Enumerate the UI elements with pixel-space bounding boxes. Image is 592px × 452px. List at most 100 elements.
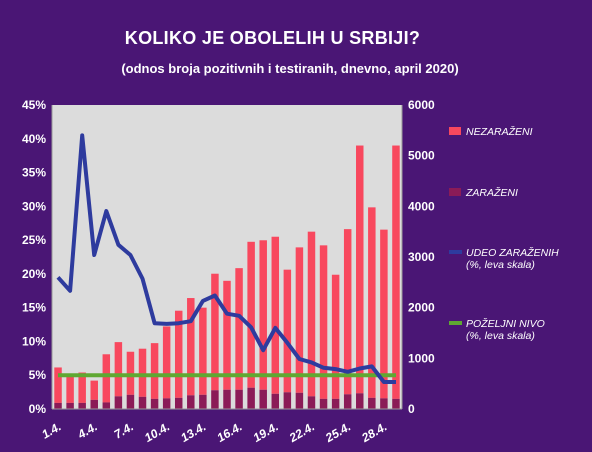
bar-nezarazeni bbox=[295, 247, 304, 393]
bar-zarazeni bbox=[150, 398, 159, 409]
bar-nezarazeni bbox=[247, 241, 255, 388]
bar-zarazeni bbox=[259, 389, 267, 409]
bar-zarazeni bbox=[211, 390, 219, 409]
y-left-tick-label: 5% bbox=[29, 368, 47, 382]
bar-nezarazeni bbox=[211, 273, 219, 391]
x-tick-label: 16.4. bbox=[214, 419, 244, 444]
x-tick-label: 28.4. bbox=[358, 419, 389, 445]
y-left-tick-label: 30% bbox=[22, 199, 46, 213]
bar-nezarazeni bbox=[259, 240, 267, 390]
y-right-tick-label: 1000 bbox=[408, 351, 435, 365]
legend-nezarazeni-label: NEZARAŽENI bbox=[466, 125, 533, 138]
bar-zarazeni bbox=[78, 402, 86, 409]
bar-zarazeni bbox=[90, 399, 98, 409]
bar-nezarazeni bbox=[283, 269, 292, 393]
bar-nezarazeni bbox=[162, 326, 171, 399]
bar-zarazeni bbox=[138, 396, 147, 409]
bar-zarazeni bbox=[295, 392, 304, 409]
bar-nezarazeni bbox=[356, 145, 364, 394]
bar-zarazeni bbox=[331, 398, 340, 409]
line-udeo-zarazenih bbox=[56, 133, 396, 384]
x-tick-label: 25.4. bbox=[322, 419, 353, 445]
x-tick-label: 7.4. bbox=[112, 419, 136, 441]
bar-zarazeni bbox=[380, 398, 388, 409]
line-layer bbox=[56, 133, 396, 384]
bar-nezarazeni bbox=[54, 367, 62, 403]
bar-nezarazeni bbox=[66, 376, 74, 403]
y-left-tick-label: 20% bbox=[22, 267, 46, 281]
bar-zarazeni bbox=[174, 397, 183, 409]
bar-zarazeni bbox=[162, 398, 171, 409]
bar-nezarazeni bbox=[78, 372, 86, 403]
legend-zarazeni-label: ZARAŽENI bbox=[465, 186, 518, 199]
bar-nezarazeni bbox=[380, 229, 388, 399]
x-tick-label: 10.4. bbox=[142, 419, 172, 444]
bar-zarazeni bbox=[102, 402, 111, 409]
legend-zarazeni-swatch bbox=[449, 188, 461, 196]
bar-nezarazeni bbox=[174, 310, 183, 398]
x-tick-label: 1.4. bbox=[39, 419, 63, 441]
bar-zarazeni bbox=[343, 394, 352, 409]
bar-nezarazeni bbox=[307, 231, 316, 397]
chart-title: KOLIKO JE OBOLELIH U SRBIJI? bbox=[124, 28, 421, 48]
bars-zarazeni bbox=[54, 387, 400, 409]
y-left-tick-label: 10% bbox=[22, 334, 46, 348]
legend-pozeljni-nivo-label: (%, leva skala) bbox=[466, 330, 535, 342]
bars-nezarazeni bbox=[54, 145, 400, 403]
y-right-tick-label: 4000 bbox=[408, 199, 435, 213]
bar-nezarazeni bbox=[271, 236, 280, 394]
bar-zarazeni bbox=[356, 393, 364, 409]
legend-udeo-zarazenih-label: UDEO ZARAŽENIH bbox=[466, 246, 559, 259]
y-left-tick-label: 45% bbox=[22, 98, 46, 112]
bar-nezarazeni bbox=[114, 342, 123, 397]
bar-zarazeni bbox=[392, 398, 400, 409]
bar-zarazeni bbox=[199, 394, 207, 409]
x-tick-label: 22.4. bbox=[286, 419, 317, 445]
y-right-tick-label: 2000 bbox=[408, 301, 435, 315]
bar-nezarazeni bbox=[343, 229, 352, 395]
bar-zarazeni bbox=[235, 389, 243, 409]
y-left-tick-label: 35% bbox=[22, 166, 46, 180]
bar-nezarazeni bbox=[235, 268, 243, 390]
bar-nezarazeni bbox=[319, 245, 328, 399]
bar-nezarazeni bbox=[331, 274, 340, 399]
bar-nezarazeni bbox=[187, 298, 195, 396]
y-right-tick-label: 6000 bbox=[408, 98, 435, 112]
y-right-tick-label: 3000 bbox=[408, 250, 435, 264]
bar-nezarazeni bbox=[102, 354, 111, 403]
bar-zarazeni bbox=[247, 387, 255, 409]
bar-nezarazeni bbox=[368, 207, 376, 398]
bar-zarazeni bbox=[283, 392, 292, 409]
x-tick-label: 4.4. bbox=[75, 419, 100, 442]
bar-zarazeni bbox=[368, 397, 376, 409]
bar-zarazeni bbox=[126, 394, 135, 409]
x-tick-label: 13.4. bbox=[178, 419, 208, 444]
y-left-tick-label: 25% bbox=[22, 233, 46, 247]
bar-zarazeni bbox=[66, 402, 74, 409]
y-right-tick-label: 0 bbox=[408, 402, 415, 416]
legend-nezarazeni-swatch bbox=[449, 127, 461, 135]
bar-nezarazeni bbox=[199, 307, 207, 395]
bar-zarazeni bbox=[114, 396, 123, 409]
chart-subtitle: (odnos broja pozitivnih i testiranih, dn… bbox=[121, 61, 459, 76]
y-right-tick-label: 5000 bbox=[408, 149, 435, 163]
bar-zarazeni bbox=[54, 402, 62, 409]
bar-nezarazeni bbox=[392, 145, 400, 399]
x-tick-label: 19.4. bbox=[251, 419, 281, 444]
bar-nezarazeni bbox=[90, 380, 98, 400]
y-left-tick-label: 0% bbox=[29, 402, 47, 416]
y-left-tick-label: 15% bbox=[22, 301, 46, 315]
bar-zarazeni bbox=[271, 393, 280, 409]
bar-nezarazeni bbox=[150, 343, 159, 399]
bar-zarazeni bbox=[187, 395, 195, 409]
bar-zarazeni bbox=[307, 396, 316, 409]
y-left-tick-label: 40% bbox=[22, 132, 46, 146]
bar-nezarazeni bbox=[223, 280, 231, 390]
legend-pozeljni-nivo-label: POŽELJNI NIVO bbox=[466, 317, 545, 330]
bar-zarazeni bbox=[319, 398, 328, 409]
bar-nezarazeni bbox=[138, 348, 147, 397]
bar-zarazeni bbox=[223, 389, 231, 409]
legend-udeo-zarazenih-label: (%, leva skala) bbox=[466, 259, 535, 271]
